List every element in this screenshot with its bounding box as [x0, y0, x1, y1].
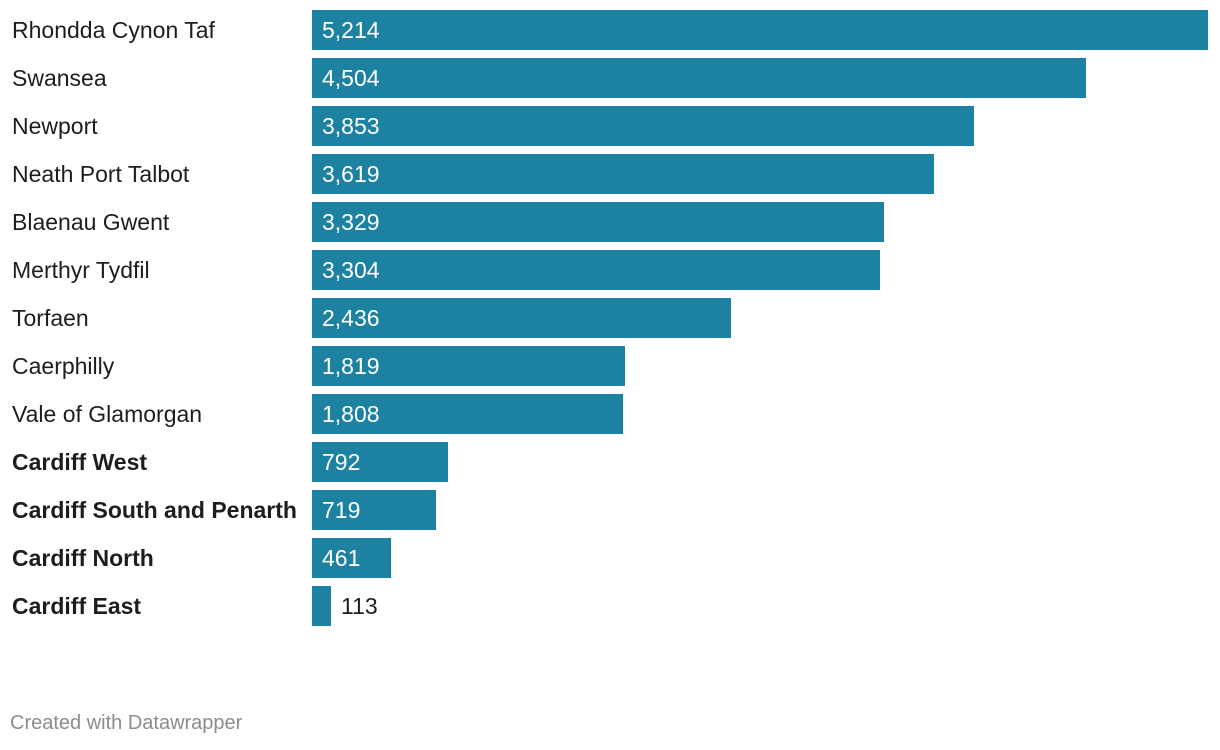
- bar-cardiff-north: [312, 538, 391, 578]
- bar-vale-of-glamorgan: [312, 394, 623, 434]
- category-label-cardiff-south-and-penarth: Cardiff South and Penarth: [12, 497, 297, 523]
- category-label-swansea: Swansea: [12, 65, 107, 91]
- value-label-neath-port-talbot: 3,619: [322, 161, 380, 187]
- value-label-cardiff-south-and-penarth: 719: [322, 497, 361, 523]
- bar-blaenau-gwent: [312, 202, 884, 242]
- value-label-blaenau-gwent: 3,329: [322, 209, 380, 235]
- category-label-cardiff-west: Cardiff West: [12, 449, 148, 475]
- value-label-rhondda-cynon-taf: 5,214: [322, 17, 380, 43]
- bar-cardiff-east: [312, 586, 331, 626]
- value-label-cardiff-north: 461: [322, 545, 361, 571]
- bar-swansea: [312, 58, 1086, 98]
- bar-newport: [312, 106, 974, 146]
- bar-caerphilly: [312, 346, 625, 386]
- category-label-vale-of-glamorgan: Vale of Glamorgan: [12, 401, 203, 427]
- bar-merthyr-tydfil: [312, 250, 880, 290]
- value-label-vale-of-glamorgan: 1,808: [322, 401, 380, 427]
- bar-cardiff-south-and-penarth: [312, 490, 436, 530]
- bar-neath-port-talbot: [312, 154, 934, 194]
- category-label-neath-port-talbot: Neath Port Talbot: [12, 161, 190, 187]
- bar-cardiff-west: [312, 442, 448, 482]
- category-label-cardiff-east: Cardiff East: [12, 593, 142, 619]
- bar-rhondda-cynon-taf: [312, 10, 1208, 50]
- footer-credit: Created with Datawrapper: [10, 712, 243, 734]
- value-label-torfaen: 2,436: [322, 305, 380, 331]
- value-label-caerphilly: 1,819: [322, 353, 380, 379]
- category-label-newport: Newport: [12, 113, 98, 139]
- value-label-cardiff-east: 113: [341, 593, 378, 619]
- category-label-caerphilly: Caerphilly: [12, 353, 115, 379]
- category-label-blaenau-gwent: Blaenau Gwent: [12, 209, 170, 235]
- bar-chart: Rhondda Cynon Taf 5,214 Swansea 4,504 Newpor…: [12, 10, 1208, 626]
- category-label-merthyr-tydfil: Merthyr Tydfil: [12, 257, 150, 283]
- value-label-newport: 3,853: [322, 113, 380, 139]
- category-label-torfaen: Torfaen: [12, 305, 89, 331]
- value-label-swansea: 4,504: [322, 65, 380, 91]
- value-label-merthyr-tydfil: 3,304: [322, 257, 380, 283]
- value-label-cardiff-west: 792: [322, 449, 361, 475]
- category-label-cardiff-north: Cardiff North: [12, 545, 154, 571]
- bar-torfaen: [312, 298, 731, 338]
- category-label-rhondda-cynon-taf: Rhondda Cynon Taf: [12, 17, 215, 43]
